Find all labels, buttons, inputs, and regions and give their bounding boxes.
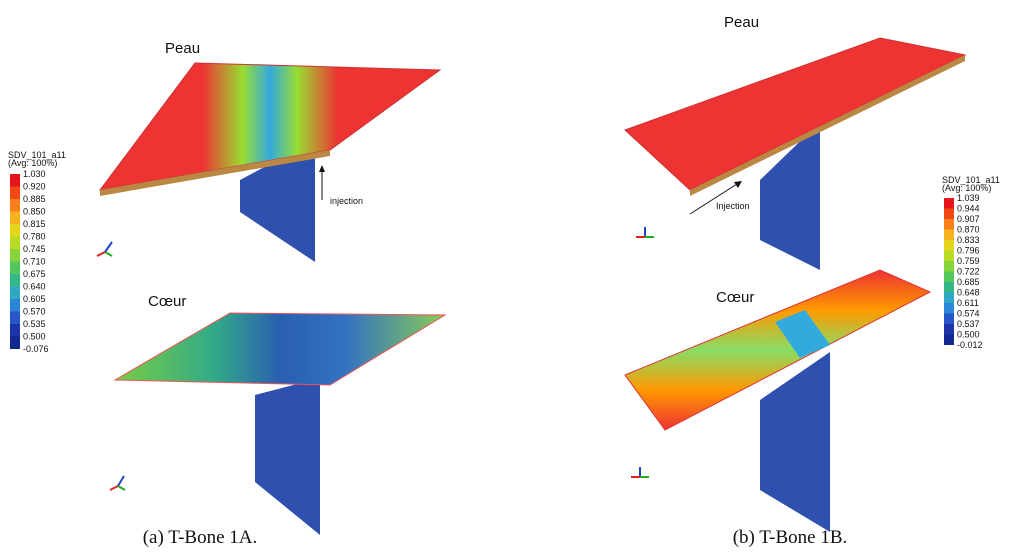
plate xyxy=(115,313,445,385)
legend-swatch xyxy=(10,312,20,325)
legend-swatch xyxy=(944,209,954,220)
legend-swatch xyxy=(944,251,954,262)
legend-value: 0.537 xyxy=(957,319,980,329)
legend-value: 0.920 xyxy=(23,182,46,192)
caption: (a) T-Bone 1A. xyxy=(143,527,258,548)
legend-swatch xyxy=(944,230,954,241)
legend-value: 0.710 xyxy=(23,257,46,267)
figure: Peau injection Cœur (a) T-Bone 1A. Peau … xyxy=(0,0,1014,556)
legend-subtitle: (Avg: 100%) xyxy=(942,183,991,193)
legend-value: 0.850 xyxy=(23,207,46,217)
legend-value: 0.535 xyxy=(23,319,46,329)
legend-value: 0.870 xyxy=(957,225,980,235)
legend-value: 0.780 xyxy=(23,232,46,242)
legend-value: 0.685 xyxy=(957,277,980,287)
legend-value: 0.759 xyxy=(957,256,980,266)
legend-value: 0.722 xyxy=(957,267,980,277)
legend-value: 0.907 xyxy=(957,214,980,224)
legend-swatch xyxy=(944,261,954,272)
label: Injection xyxy=(716,201,750,211)
legend-swatch xyxy=(10,199,20,212)
web xyxy=(760,352,830,532)
legend-swatch xyxy=(944,282,954,293)
legend-value: 0.500 xyxy=(957,330,980,340)
legend-value: 0.574 xyxy=(957,309,980,319)
legend-swatch xyxy=(10,249,20,262)
arrow-head xyxy=(734,181,742,188)
legend-value: 0.796 xyxy=(957,246,980,256)
legend-value: 0.675 xyxy=(23,269,46,279)
legend-value: 0.640 xyxy=(23,282,46,292)
label: Peau xyxy=(165,40,200,57)
axis-triad xyxy=(110,476,125,490)
legend-subtitle: (Avg: 100%) xyxy=(8,158,57,168)
axis-triad xyxy=(97,242,112,256)
axis-triad xyxy=(636,227,654,237)
legend-swatch xyxy=(944,303,954,314)
legend-swatch xyxy=(944,240,954,251)
legend-swatch xyxy=(10,299,20,312)
legend-swatch xyxy=(10,287,20,300)
label: Peau xyxy=(724,14,759,31)
legend-swatch xyxy=(10,187,20,200)
legend-value: 0.745 xyxy=(23,244,46,254)
legend-swatch xyxy=(944,324,954,335)
legend-value: -0.012 xyxy=(957,340,983,350)
legend-swatch xyxy=(10,174,20,187)
legend-swatch xyxy=(10,337,20,350)
legend-swatch xyxy=(10,274,20,287)
legend-value: 0.833 xyxy=(957,235,980,245)
arrow-head xyxy=(319,165,325,172)
legend-swatch xyxy=(10,224,20,237)
web xyxy=(255,378,320,535)
label: Cœur xyxy=(148,293,186,310)
label: Cœur xyxy=(716,289,754,306)
legend-swatch xyxy=(10,237,20,250)
legend-value: 1.039 xyxy=(957,193,980,203)
legend-value: 0.605 xyxy=(23,294,46,304)
legend-value: 0.500 xyxy=(23,332,46,342)
legend-value: 1.030 xyxy=(23,169,46,179)
legend-swatch xyxy=(10,262,20,275)
legend-value: 0.648 xyxy=(957,288,980,298)
legend-swatch xyxy=(944,335,954,346)
legend-value: 0.570 xyxy=(23,307,46,317)
legend-value: 0.944 xyxy=(957,204,980,214)
legend-value: 0.611 xyxy=(957,298,979,308)
label: injection xyxy=(330,196,363,206)
legend-value: 0.885 xyxy=(23,194,46,204)
axis-triad xyxy=(631,467,649,477)
legend-value: 0.815 xyxy=(23,219,46,229)
legend-swatch xyxy=(944,219,954,230)
legend-swatch xyxy=(10,212,20,225)
legend-swatch xyxy=(944,293,954,304)
legend-swatch xyxy=(944,198,954,209)
legend-swatch xyxy=(944,314,954,325)
legend-swatch xyxy=(944,272,954,283)
caption: (b) T-Bone 1B. xyxy=(733,527,848,548)
legend-swatch xyxy=(10,324,20,337)
legend-value: -0.076 xyxy=(23,344,49,354)
